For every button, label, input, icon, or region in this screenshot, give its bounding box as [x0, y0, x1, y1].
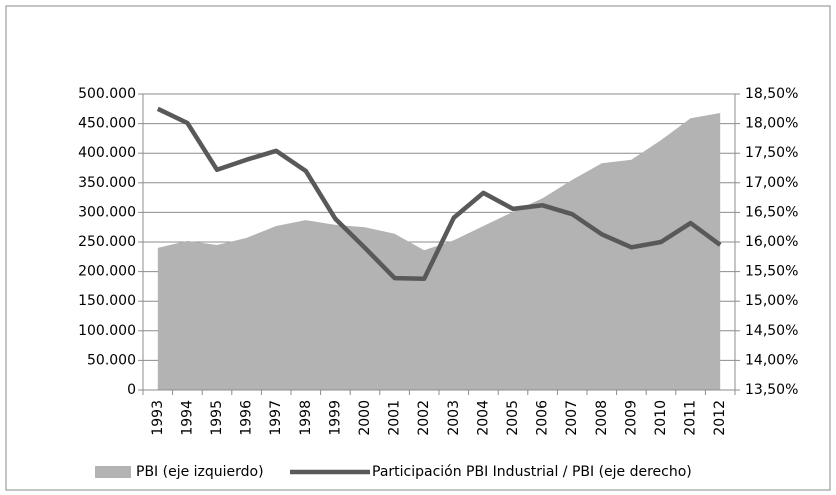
x-tick-label: 2007	[564, 400, 580, 436]
y2-tick-label: 17,00%	[745, 175, 798, 191]
legend-label: PBI (eje izquierdo)	[136, 464, 264, 480]
y2-tick-label: 15,50%	[745, 264, 798, 280]
y2-tick-label: 16,50%	[745, 204, 798, 220]
y-tick-label: 450.000	[78, 116, 136, 132]
y-tick-label: 0	[127, 382, 136, 398]
x-tick-label: 2001	[387, 400, 403, 436]
x-tick-label: 2008	[594, 400, 610, 436]
y-tick-label: 500.000	[78, 86, 136, 102]
x-tick-label: 2005	[505, 400, 521, 436]
x-tick-label: 2010	[653, 400, 669, 436]
x-tick-label: 2000	[357, 400, 373, 436]
x-tick-label: 1997	[268, 400, 284, 436]
x-tick-label: 1995	[209, 400, 225, 436]
y-tick-label: 150.000	[78, 293, 136, 309]
y-tick-label: 400.000	[78, 145, 136, 161]
x-tick-label: 2003	[446, 400, 462, 436]
x-tick-label: 1994	[179, 400, 195, 436]
x-tick-label: 1998	[298, 400, 314, 436]
x-tick-label: 2009	[623, 400, 639, 436]
x-tick-label: 1999	[327, 400, 343, 436]
y-tick-label: 50.000	[87, 352, 136, 368]
y2-tick-label: 14,00%	[745, 352, 798, 368]
x-tick-label: 2011	[683, 400, 699, 436]
y2-tick-label: 13,50%	[745, 382, 798, 398]
x-tick-label: 1996	[239, 400, 255, 436]
y2-tick-label: 17,50%	[745, 145, 798, 161]
x-tick-label: 2004	[475, 400, 491, 436]
y-tick-label: 300.000	[78, 204, 136, 220]
y2-tick-label: 15,00%	[745, 293, 798, 309]
x-tick-label: 2002	[416, 400, 432, 436]
x-tick-label: 2006	[535, 400, 551, 436]
line	[156, 106, 722, 281]
x-tick-label: 2012	[712, 400, 728, 436]
y-tick-label: 100.000	[78, 323, 136, 339]
y2-tick-label: 18,50%	[745, 86, 798, 102]
y-tick-label: 200.000	[78, 264, 136, 280]
y2-tick-label: 14,50%	[745, 323, 798, 339]
y-tick-label: 250.000	[78, 234, 136, 250]
legend-label: Participación PBI Industrial / PBI (eje …	[372, 464, 692, 480]
y2-tick-label: 18,00%	[745, 116, 798, 132]
x-tick-label: 1993	[150, 400, 166, 436]
legend-swatch	[95, 466, 131, 478]
y2-tick-label: 16,00%	[745, 234, 798, 250]
y-tick-label: 350.000	[78, 175, 136, 191]
